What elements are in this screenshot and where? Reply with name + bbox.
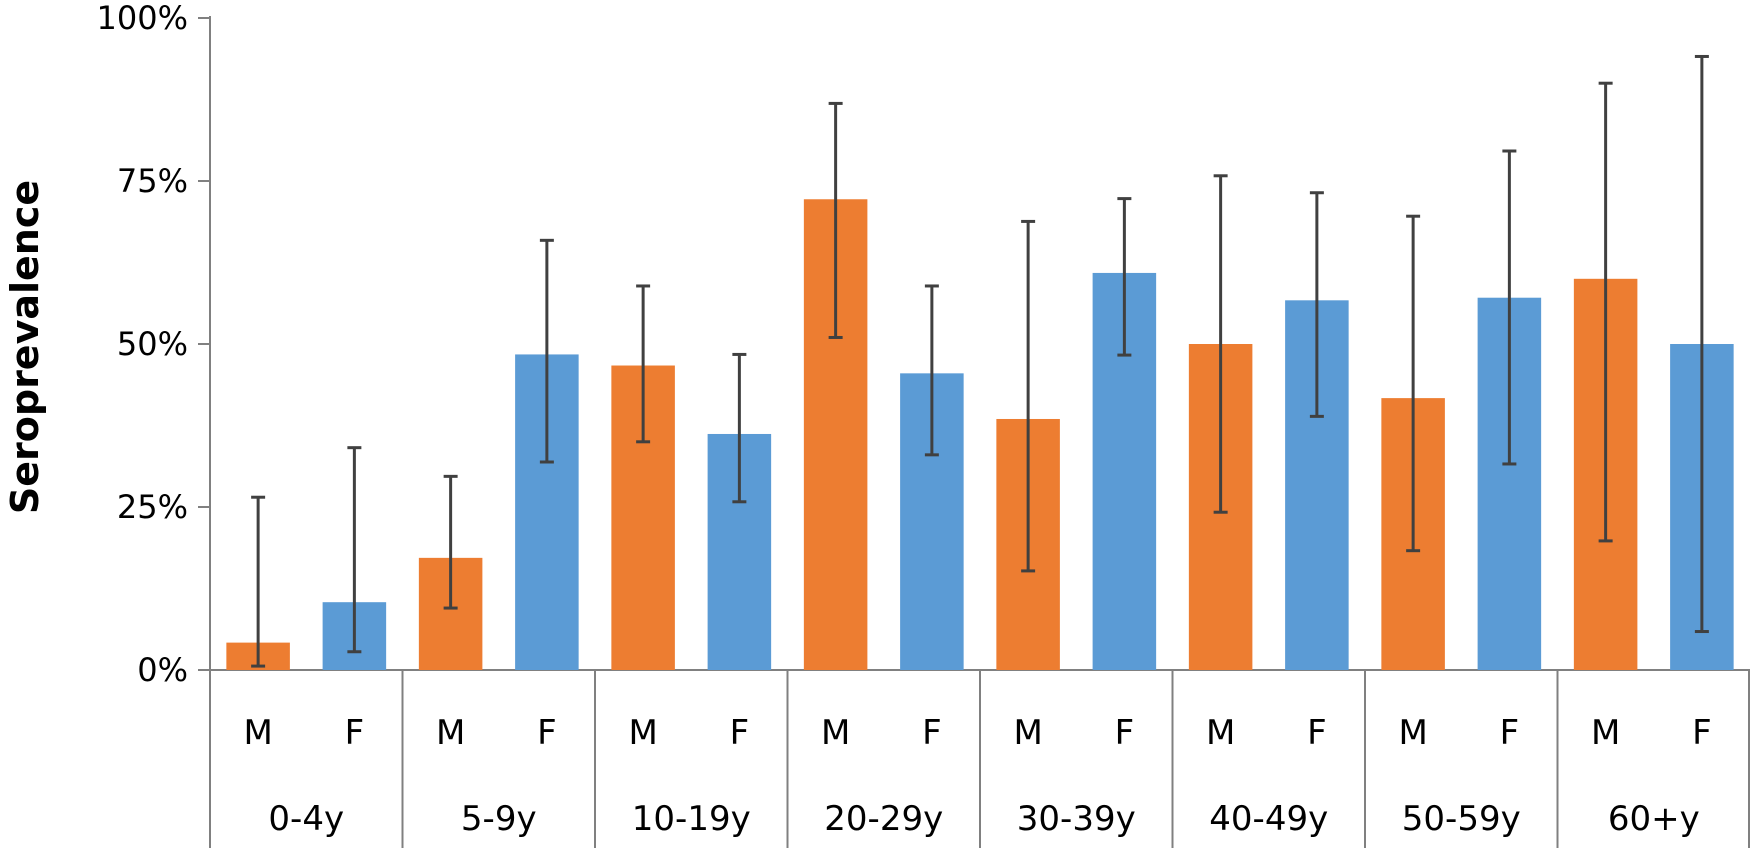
age-group-label: 0-4y xyxy=(268,799,344,839)
sex-label: M xyxy=(436,713,465,753)
sex-label: M xyxy=(1591,713,1620,753)
sex-label: M xyxy=(1206,713,1235,753)
sex-label: F xyxy=(1115,713,1135,753)
age-group-label: 40-49y xyxy=(1209,799,1328,839)
y-tick-label: 0% xyxy=(137,651,188,689)
y-tick-label: 100% xyxy=(97,0,188,37)
sex-label: F xyxy=(922,713,942,753)
sex-label: M xyxy=(243,713,272,753)
sex-label: F xyxy=(730,713,750,753)
sex-label: F xyxy=(345,713,365,753)
age-group-label: 20-29y xyxy=(824,799,943,839)
sex-label: F xyxy=(1307,713,1327,753)
age-group-label: 30-39y xyxy=(1017,799,1136,839)
age-group-label: 10-19y xyxy=(632,799,751,839)
age-group-label: 5-9y xyxy=(461,799,537,839)
age-group-label: 60+y xyxy=(1608,799,1700,839)
bars-group xyxy=(226,199,1734,671)
sex-label: F xyxy=(1500,713,1520,753)
sex-label: M xyxy=(628,713,657,753)
y-tick-label: 25% xyxy=(117,488,188,526)
age-group-label: 50-59y xyxy=(1402,799,1521,839)
sex-label: F xyxy=(537,713,557,753)
sex-label: M xyxy=(1013,713,1042,753)
y-axis-title: Seroprevalence xyxy=(3,180,47,514)
sex-label: M xyxy=(821,713,850,753)
sex-label: M xyxy=(1398,713,1427,753)
sex-label: F xyxy=(1692,713,1712,753)
error-bars-group xyxy=(251,54,1709,668)
labels-group: 0% 25% 50% 75% 100% M F 0-4y M F 5-9y M F 10-19y M F 20-… xyxy=(97,0,1712,839)
y-tick-label: 50% xyxy=(117,325,188,363)
y-tick-label: 75% xyxy=(117,162,188,200)
